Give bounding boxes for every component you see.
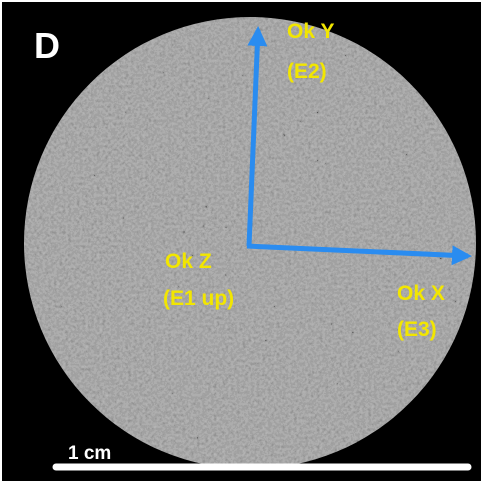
axis-eigen: (E2) (287, 60, 327, 83)
ct-scan-figure: D Ok Y (E2) Ok Z (E1 up) Ok X (E3) 1 cm (0, 0, 483, 483)
axis-eigen: (E3) (397, 318, 437, 341)
axis-eigen: (E1 up) (163, 287, 234, 310)
axis-name: Ok X (397, 282, 445, 305)
axis-name: Ok Z (165, 250, 212, 273)
axis-name: Ok Y (287, 20, 334, 43)
scale-label: 1 cm (68, 443, 111, 464)
panel-label: D (34, 25, 60, 66)
